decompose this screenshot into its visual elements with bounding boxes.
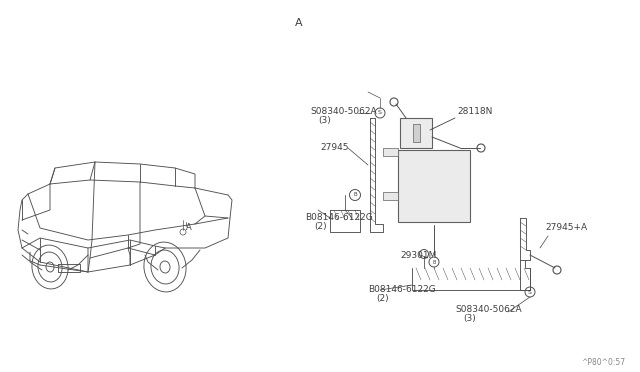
Text: A: A [295,18,303,28]
Bar [400,118,432,148]
Text: 27945: 27945 [320,144,349,153]
Text: (2): (2) [376,294,388,302]
Circle shape [375,108,385,118]
Text: S: S [528,289,532,295]
Text: B08146-6122G: B08146-6122G [368,285,436,295]
Ellipse shape [144,242,186,292]
Text: 29301M: 29301M [400,250,436,260]
Bar [383,192,398,200]
Text: (2): (2) [314,221,326,231]
Text: B: B [432,260,436,264]
Circle shape [419,250,429,259]
Text: S: S [378,110,382,115]
Bar [383,148,398,156]
Circle shape [525,287,535,297]
Text: (3): (3) [463,314,476,323]
Text: 27945+A: 27945+A [545,224,587,232]
Ellipse shape [46,262,54,272]
Ellipse shape [38,252,62,282]
Text: A: A [186,224,192,232]
Bar [413,124,420,142]
Text: (3): (3) [318,115,331,125]
Ellipse shape [32,245,68,289]
Text: ^P80^0:57: ^P80^0:57 [581,358,625,367]
Circle shape [349,189,360,201]
Circle shape [429,257,439,267]
Text: B: B [353,192,357,198]
Ellipse shape [151,250,179,284]
Text: 28118N: 28118N [457,107,492,116]
Text: B08146-6122G: B08146-6122G [305,214,372,222]
Ellipse shape [160,261,170,273]
Text: S08340-5062A: S08340-5062A [310,108,376,116]
Text: S08340-5062A: S08340-5062A [455,305,522,314]
Bar [398,150,470,222]
